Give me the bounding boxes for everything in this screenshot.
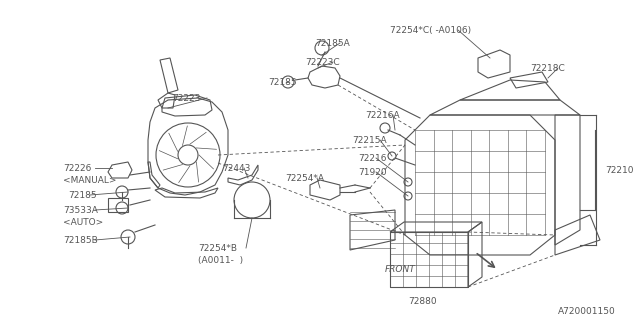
Text: 72210: 72210: [605, 165, 634, 174]
Text: 72223: 72223: [172, 93, 200, 102]
Text: 72185B: 72185B: [63, 236, 98, 244]
Text: 72216A: 72216A: [365, 110, 399, 119]
Text: 72185: 72185: [68, 190, 97, 199]
Text: 72443: 72443: [222, 164, 250, 172]
Text: 72185: 72185: [268, 77, 296, 86]
Text: (A0011-  ): (A0011- ): [198, 255, 243, 265]
Text: 72254*B: 72254*B: [198, 244, 237, 252]
Text: 71920: 71920: [358, 167, 387, 177]
Text: 72185A: 72185A: [315, 38, 349, 47]
Text: 72254*A: 72254*A: [285, 173, 324, 182]
Bar: [108, 198, 128, 212]
Text: 72216: 72216: [358, 154, 387, 163]
Text: 72880: 72880: [408, 298, 436, 307]
Text: 72218C: 72218C: [530, 63, 564, 73]
Text: 72226: 72226: [63, 164, 92, 172]
Text: 73533A: 73533A: [63, 205, 98, 214]
Text: 72223C: 72223C: [305, 58, 340, 67]
Text: <MANUAL>: <MANUAL>: [63, 175, 116, 185]
Text: 72254*C( -A0106): 72254*C( -A0106): [390, 26, 471, 35]
Text: <AUTO>: <AUTO>: [63, 218, 103, 227]
Text: 72215A: 72215A: [352, 135, 387, 145]
Text: A720001150: A720001150: [558, 308, 616, 316]
Text: FRONT: FRONT: [385, 266, 416, 275]
